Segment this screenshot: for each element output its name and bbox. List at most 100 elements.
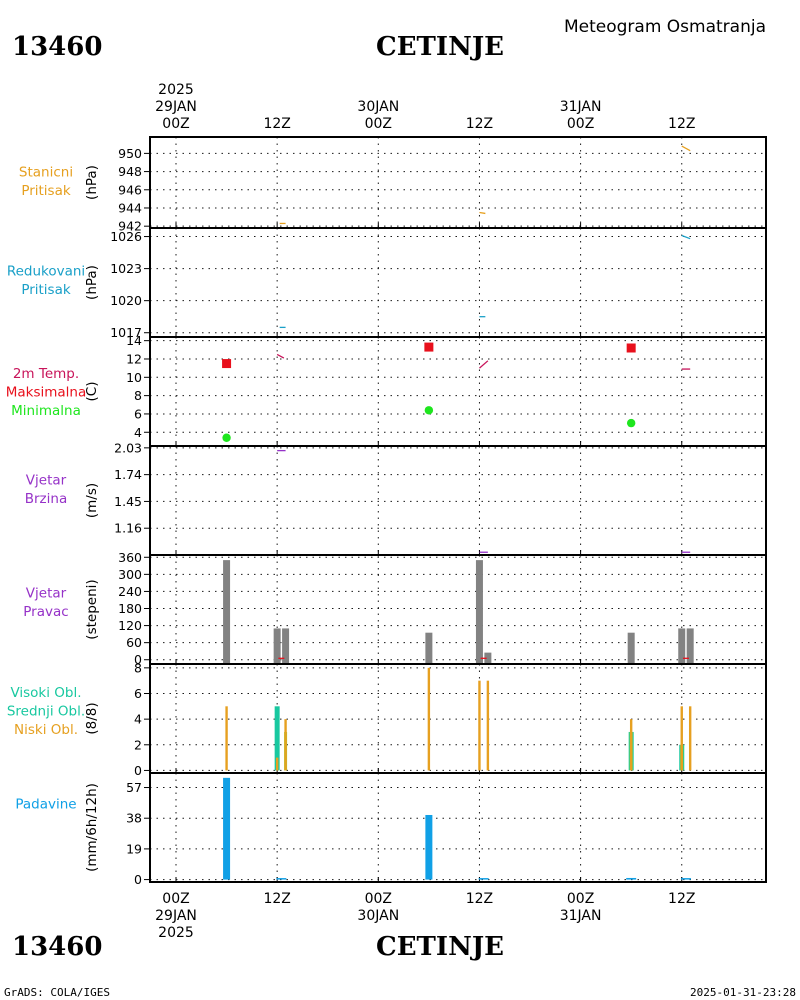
y-tick-label: 0 <box>134 872 142 887</box>
data-segment <box>479 360 489 369</box>
panel-label-line: Visoki Obl. <box>10 685 81 701</box>
panel-temperature: 4 6 8 10 12 14 (C) 2m Temp. Maksimalna Minimalna <box>6 333 767 447</box>
wind-direction-bar <box>223 560 231 664</box>
panel-label-line: Padavine <box>15 797 76 813</box>
y-axis-unit: (8/8) <box>84 702 100 734</box>
y-tick-label: 360 <box>118 550 142 565</box>
wind-direction-bar <box>273 628 281 664</box>
wind-direction-bar <box>484 652 492 664</box>
panel-label-line: Pritisak <box>21 183 71 199</box>
wind-direction-bar <box>686 628 694 664</box>
panel-frame <box>149 445 767 556</box>
top-time-label: 00Z <box>162 116 189 132</box>
tmax-point <box>626 343 636 353</box>
footer-credit: GrADS: COLA/IGES <box>4 986 110 999</box>
y-tick-label: 14 <box>126 333 142 348</box>
wind-direction-bar <box>425 632 433 664</box>
panel-precipitation: 0 19 38 57 (mm/6h/12h) Padavine <box>15 772 767 887</box>
y-axis-unit: (m/s) <box>84 483 100 518</box>
panel-wind_direction: 0 60 120 180 240 300 360 (stepeni) Vjetar Pravac <box>23 550 767 667</box>
bottom-time-label: 31JAN <box>560 908 602 924</box>
tmin-point <box>222 433 231 442</box>
y-axis-unit: (hPa) <box>84 165 100 200</box>
y-tick-label: 950 <box>118 146 142 161</box>
station-id-top: 13460 <box>12 32 102 62</box>
top-time-label: 29JAN <box>155 99 197 115</box>
precipitation-bar <box>680 878 691 880</box>
y-tick-label: 4 <box>134 712 142 727</box>
data-segment <box>681 234 691 240</box>
y-tick-label: 6 <box>134 686 142 701</box>
wind-direction-bar <box>475 560 483 664</box>
cloud-low-bar <box>486 680 490 771</box>
y-tick-label: 12 <box>126 351 142 366</box>
y-axis-unit: (hPa) <box>84 265 100 300</box>
panel-frame <box>149 554 767 665</box>
panel-frame <box>149 227 767 338</box>
top-time-label: 00Z <box>365 116 392 132</box>
y-tick-label: 60 <box>126 635 142 650</box>
y-axis-unit: (C) <box>84 382 100 402</box>
panel-label-line: Maksimalna <box>6 385 87 401</box>
bottom-time-label: 00Z <box>365 891 392 907</box>
y-tick-label: 2.03 <box>114 440 142 455</box>
panel-label-line: 2m Temp. <box>13 366 79 382</box>
cloud-low-bar <box>275 757 279 771</box>
top-time-label: 12Z <box>668 116 695 132</box>
y-tick-label: 948 <box>118 164 142 179</box>
panel-label-line: Stanicni <box>19 164 73 180</box>
precipitation-bar <box>425 814 433 880</box>
y-tick-label: 6 <box>134 406 142 421</box>
y-tick-label: 38 <box>126 811 142 826</box>
cloud-low-bar <box>680 706 683 771</box>
y-tick-label: 942 <box>118 219 142 234</box>
y-tick-label: 1.45 <box>114 494 142 509</box>
panels: 942944946948950(hPa)StanicniPritisak1017… <box>6 136 767 887</box>
cloud-low-bar <box>629 719 633 771</box>
bottom-time-label: 12Z <box>466 891 493 907</box>
precipitation-bar <box>626 877 637 880</box>
panel-frame <box>149 772 767 883</box>
y-tick-label: 946 <box>118 182 142 197</box>
y-tick-label: 1017 <box>110 325 142 340</box>
panel-label-line: Minimalna <box>11 403 81 419</box>
wind-direction-bar <box>282 628 290 664</box>
precipitation-bar <box>223 777 231 880</box>
tmin-point <box>626 418 636 428</box>
y-tick-label: 1026 <box>110 229 142 244</box>
precipitation-bar <box>478 878 489 880</box>
panel-label-line: Vjetar <box>26 472 67 488</box>
bottom-time-label: 00Z <box>567 891 594 907</box>
header: Meteogram Osmatranja 13460 CETINJE <box>12 17 766 62</box>
y-tick-label: 300 <box>118 567 142 582</box>
panel-reduced_pressure: 1017 1020 1023 1026 (hPa)Redukovani Pritisak <box>7 227 767 340</box>
data-segment <box>276 353 285 359</box>
y-tick-label: 0 <box>134 652 142 667</box>
cloud-low-bar <box>478 680 481 771</box>
y-axis-unit: (stepeni) <box>84 579 100 639</box>
cloud-low-bar <box>284 719 287 771</box>
panel-label-line: Pravac <box>23 604 68 620</box>
footer: 13460 CETINJE GrADS: COLA/IGES 2025-01-3… <box>4 932 796 999</box>
bottom-time-label: 12Z <box>263 891 290 907</box>
panel-label-line: Srednji Obl. <box>7 704 85 720</box>
cloud-low-bar <box>688 706 692 771</box>
precipitation-bar <box>276 878 287 880</box>
y-tick-label: 120 <box>118 618 142 633</box>
cloud-high-bar <box>274 706 280 771</box>
panel-label-line: Vjetar <box>26 585 67 601</box>
bottom-time-label: 29JAN <box>155 908 197 924</box>
bottom-time-label: 00Z <box>162 891 189 907</box>
tmax-point <box>222 359 232 369</box>
y-tick-label: 57 <box>126 780 142 795</box>
data-segment <box>479 211 486 215</box>
wind-direction-bar <box>678 628 686 664</box>
y-tick-label: 1.74 <box>114 467 142 482</box>
y-tick-label: 1023 <box>110 261 142 276</box>
y-tick-label: 2 <box>134 737 142 752</box>
panel-label-line: Niski Obl. <box>14 722 78 738</box>
tmax-point <box>424 342 434 352</box>
